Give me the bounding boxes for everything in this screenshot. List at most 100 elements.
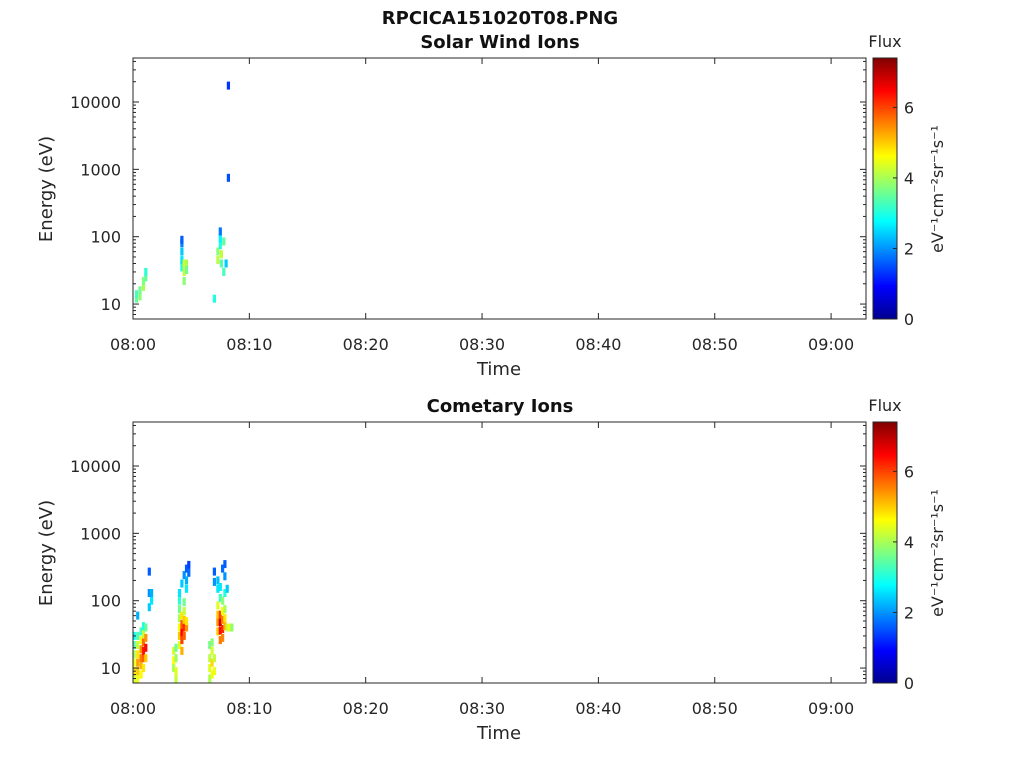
- spectrogram-cell: [218, 583, 222, 591]
- spectrogram-cell: [223, 605, 227, 614]
- spectrogram-cell: [223, 572, 227, 581]
- solar-wind-ions-panel: Solar Wind Ions 08:00 08:10 08:20 08:30 08:4…: [36, 32, 947, 380]
- spectrogram-cell: [177, 596, 182, 605]
- spectrogram-cell: [225, 623, 229, 632]
- spectrogram-cell: [216, 601, 220, 610]
- x-tick-label: 08:10: [226, 699, 272, 718]
- panel-title: Cometary Ions: [427, 396, 574, 417]
- y-tick-label: 1000: [80, 524, 121, 543]
- spectrogram-cell: [208, 664, 212, 673]
- spectrogram-cell: [174, 643, 178, 652]
- y-tick-label: 10: [101, 295, 121, 314]
- spectrogram-cell: [184, 259, 189, 268]
- spectrogram-cell: [132, 650, 136, 659]
- spectrogram-cell: [147, 589, 151, 597]
- spectrogram-cell: [223, 589, 227, 597]
- spectrogram-cell: [221, 625, 225, 633]
- spectrogram-cell: [187, 568, 191, 577]
- spectrogram-cell: [208, 674, 212, 683]
- axes-frame: [132, 421, 867, 684]
- spectrogram-cell: [174, 667, 178, 676]
- spectrogram-cell: [139, 636, 143, 645]
- colorbar-title: Flux: [868, 396, 901, 415]
- x-tick-label: 08:20: [343, 699, 389, 718]
- spectrogram-cell: [134, 290, 139, 299]
- spectrogram-cell: [141, 664, 146, 673]
- spectrogram-cell: [216, 576, 220, 585]
- spectrogram-cell: [144, 633, 148, 642]
- spectrogram-cell: [182, 631, 186, 640]
- spectrogram-cell: [216, 627, 220, 636]
- spectrogram-cell: [216, 247, 220, 256]
- spectrogram-cell: [150, 589, 154, 597]
- spectrogram-cell: [210, 638, 214, 647]
- spectrogram-cell: [132, 641, 136, 649]
- axes: 08:00 08:10 08:20 08:30 08:40 08:50 09:00 10 100…: [70, 57, 867, 354]
- x-tick-label: 08:50: [692, 335, 738, 354]
- colorbar: 0 2 4 6: [872, 421, 914, 693]
- spectrogram-cell: [180, 256, 184, 265]
- spectrogram-cell: [221, 607, 225, 616]
- spectrogram-cell: [230, 623, 234, 632]
- spectrogram-cell: [210, 646, 214, 655]
- spectrogram-cell: [226, 81, 230, 90]
- spectrogram-cell: [174, 674, 178, 683]
- y-tick-label: 1000: [80, 160, 121, 179]
- spectrogram-cell: [177, 589, 182, 597]
- spectrogram-cell: [180, 628, 184, 637]
- spectrogram-cell: [172, 656, 176, 665]
- x-axis-label: Time: [476, 359, 521, 380]
- colorbar-tick-label: 0: [904, 310, 914, 329]
- spectrogram-cell: [180, 611, 184, 620]
- colorbar-title: Flux: [868, 32, 901, 51]
- colorbar-unit: eV⁻¹cm⁻²sr⁻¹s⁻¹: [928, 489, 947, 617]
- spectrogram-cell: [222, 267, 226, 276]
- y-tick-label: 100: [90, 228, 121, 247]
- spectrogram-cells: [134, 81, 230, 303]
- spectrogram-cell: [138, 286, 142, 295]
- x-tick-label: 08:10: [226, 335, 272, 354]
- spectrogram-cell: [224, 259, 228, 268]
- spectrogram-cell: [225, 584, 229, 593]
- spectrogram-cell: [182, 571, 186, 580]
- spectrogram-cell: [219, 259, 223, 268]
- spectrogram-cell: [187, 560, 191, 569]
- spectrogram-cell: [184, 617, 189, 625]
- spectrogram-cell: [172, 646, 176, 655]
- spectrogram-cell: [136, 667, 140, 676]
- colorbar-tick-label: 4: [904, 533, 914, 552]
- spectrogram-cell: [180, 636, 184, 645]
- spectrogram-cell: [139, 670, 143, 679]
- spectrogram-cell: [184, 623, 189, 632]
- y-axis-label: Energy (eV): [36, 136, 57, 242]
- spectrogram-cell: [221, 564, 225, 573]
- spectrogram-cell: [177, 614, 182, 623]
- spectrogram-cell: [212, 294, 216, 303]
- x-tick-label: 08:00: [110, 335, 156, 354]
- spectrogram-cell: [182, 277, 186, 285]
- spectrogram-cell: [184, 576, 189, 585]
- colorbar-tick-label: 6: [904, 462, 914, 481]
- spectrogram-cell: [177, 641, 182, 649]
- colorbar-tick-label: 2: [904, 603, 914, 622]
- y-tick-label: 10000: [70, 457, 121, 476]
- colorbar-tick-label: 6: [904, 98, 914, 117]
- y-tick-label: 10: [101, 659, 121, 678]
- spectrogram-cell: [144, 273, 148, 282]
- x-tick-label: 09:00: [808, 699, 854, 718]
- spectrogram-cell: [218, 636, 222, 645]
- spectrogram-cells: [132, 560, 234, 683]
- spectrogram-cell: [212, 654, 216, 663]
- spectrogram-cell: [222, 237, 226, 246]
- spectrogram-cell: [136, 631, 140, 640]
- panel-title: Solar Wind Ions: [420, 32, 579, 53]
- spectrogram-cell: [212, 667, 216, 676]
- spectrogram-cell: [218, 610, 222, 619]
- spectrogram-cell: [177, 631, 182, 640]
- spectrogram-cell: [136, 650, 140, 659]
- spectrogram-cell: [210, 670, 214, 679]
- spectrogram-cell: [221, 596, 225, 605]
- spectrogram-cell: [172, 664, 176, 673]
- spectrogram-cell: [182, 267, 186, 276]
- spectrogram-cell: [139, 654, 143, 663]
